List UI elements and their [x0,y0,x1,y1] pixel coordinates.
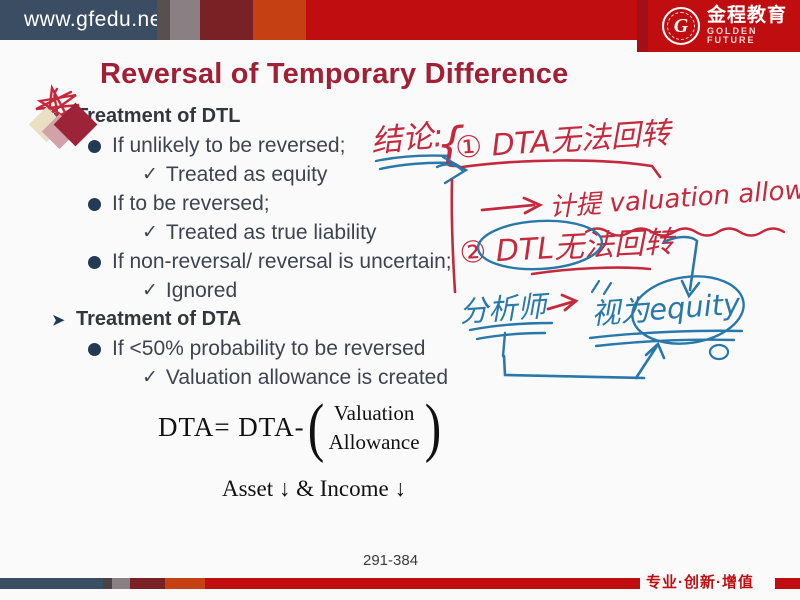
check-icon: ✓ [142,280,158,301]
dta-formula: DTA= DTA- ( Valuation Allowance ) [158,391,444,464]
list-item: If unlikely to be reversed; [40,131,560,160]
list-subitem: ✓ Treated as true liability [40,218,560,247]
close-paren: ) [424,391,441,464]
teal-small-circle [708,343,730,361]
list-subitem-text: Valuation allowance is created [165,365,449,389]
botbar-segment-gray [112,578,130,589]
topbar-segment-darkgray [157,0,170,40]
list-item: If to be reversed; [40,189,560,218]
list-item: If non-reversal/ reversal is uncertain; [40,247,560,276]
logo-title: 金程教育 [707,4,788,26]
formula-lhs: DTA= DTA- [158,412,305,443]
list-subitem: ✓ Valuation allowance is created [40,363,560,392]
bullet-dot-icon [88,140,101,153]
annotation-equity: 视为equity [590,287,742,331]
logo-subtitle: GOLDEN FUTURE [707,25,758,46]
brand-tagline: 专业·创新·增值 [646,574,754,591]
bullet-dot-icon [88,256,101,269]
botbar-segment-orange [165,578,205,589]
botbar-segment-darkred [130,578,165,589]
check-icon: ✓ [142,222,158,243]
section-header-dtl: ➤ Treatment of DTL [40,102,560,131]
list-item-text: If unlikely to be reversed; [112,133,346,157]
teal-ellipse-equity [631,275,745,345]
teal-hook-arrow [662,235,701,299]
bottom-bar [0,578,640,589]
section-header-dta: ➤ Treatment of DTA [40,305,560,334]
slide-content: ➤ Treatment of DTL If unlikely to be rev… [40,102,560,392]
page-number: 291-384 [363,552,419,569]
bullet-dot-icon [88,343,101,356]
topbar-segment-darkred [200,0,253,40]
list-item-text: If <50% probability to be reversed [112,336,426,360]
section-header-label: Treatment of DTL [76,105,241,127]
topbar-segment-gray [170,0,200,40]
botbar-segment-darkgray [103,578,112,589]
url-segment: www.gfedu.net [0,0,168,40]
list-subitem-text: Treated as true liability [165,220,377,244]
site-url: www.gfedu.net [24,8,169,31]
section-header-label: Treatment of DTA [76,308,242,330]
topbar-segment-orange [253,0,306,40]
logo-edge-band [637,0,648,52]
equity-underline [588,329,744,348]
logo-seal-icon: G [662,7,700,45]
formula-consequence: Asset ↓ & Income ↓ [222,476,406,501]
botbar-right-block [775,578,800,589]
open-paren: ( [307,391,324,464]
annotation-point1-note: 计提 valuation allowance [548,171,800,223]
list-subitem: ✓ Ignored [40,276,560,305]
arrow-bullet-icon: ➤ [52,312,65,329]
bullet-dot-icon [88,198,101,211]
list-subitem: ✓ Treated as equity [40,160,560,189]
list-subitem-text: Ignored [165,278,238,302]
page-title: Reversal of Temporary Difference [100,58,569,90]
list-item-text: If non-reversal/ reversal is uncertain; [112,249,452,273]
brand-logo: G 金程教育 GOLDEN FUTURE [648,0,800,52]
botbar-segment-red [205,578,640,589]
check-icon: ✓ [142,367,158,388]
formula-paren-top: Valuation [333,400,415,425]
formula-paren-bottom: Allowance [328,429,420,454]
botbar-segment-navy [0,578,103,589]
wavy-underline [584,227,786,237]
equity-quote-ticks [590,279,613,296]
list-subitem-text: Treated as equity [165,162,328,186]
check-icon: ✓ [142,164,158,185]
logo-seal-glyph: G [673,14,689,37]
list-item: If <50% probability to be reversed [40,334,560,363]
list-item-text: If to be reversed; [112,191,270,215]
